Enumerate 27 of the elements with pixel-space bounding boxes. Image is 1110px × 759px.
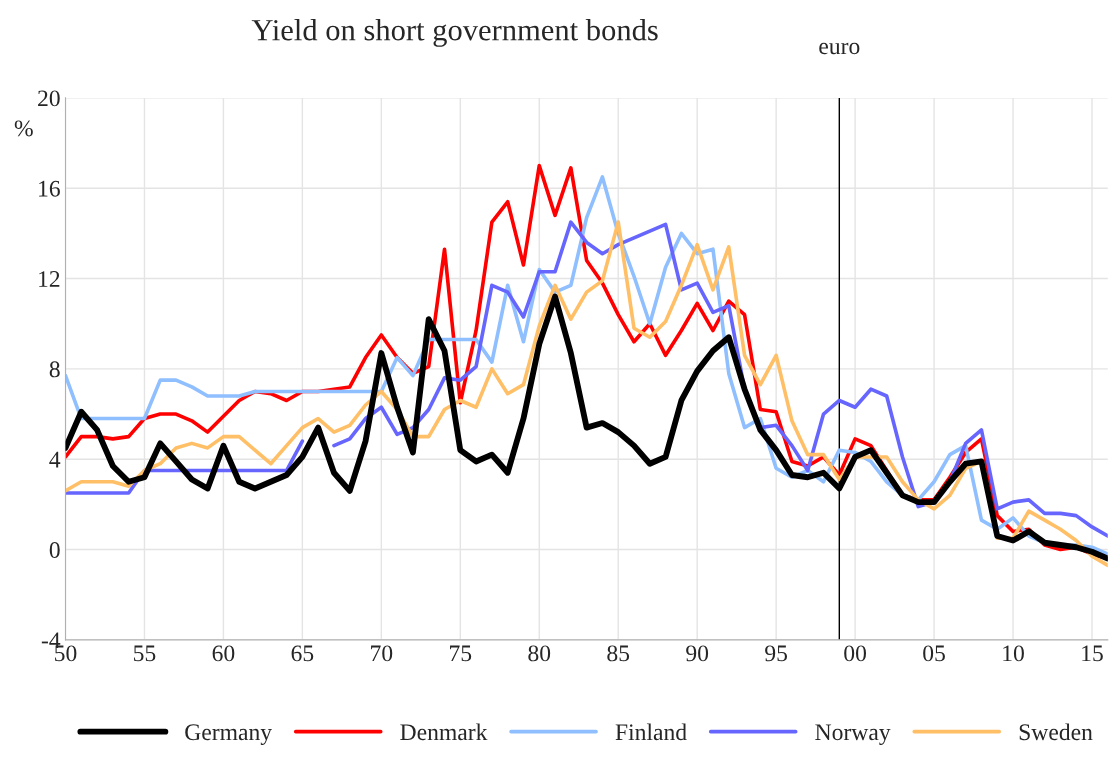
legend-label: Norway: [815, 724, 891, 746]
y-tick-label: 8: [49, 361, 60, 378]
x-tick-label: 65: [291, 645, 314, 662]
x-tick-label: 15: [1082, 645, 1103, 662]
ref-line-label: euro: [819, 42, 860, 55]
y-tick-label: 4: [49, 451, 61, 468]
legend-label: Germany: [185, 724, 273, 746]
x-tick-label: 70: [371, 645, 393, 662]
chart-title: Yield on short government bonds: [251, 18, 658, 47]
y-tick-label: 20: [38, 90, 60, 107]
x-tick-label: 75: [450, 645, 472, 662]
y-tick-label: 12: [39, 271, 60, 287]
legend-label: Denmark: [400, 723, 488, 741]
x-tick-label: 90: [686, 645, 709, 662]
legend-label: Finland: [615, 723, 687, 741]
x-tick-label: 10: [1003, 645, 1024, 662]
x-tick-label: 05: [923, 645, 945, 662]
y-axis-title: %: [14, 120, 33, 137]
legend-label: Sweden: [1019, 723, 1093, 741]
x-tick-label: 55: [134, 645, 156, 662]
x-tick-label: 60: [212, 645, 235, 662]
x-tick-label: 80: [528, 645, 551, 662]
y-tick-label: 0: [49, 542, 60, 558]
x-tick-label: 85: [607, 645, 630, 662]
y-tick-label: 16: [39, 180, 60, 197]
x-tick-label: 00: [844, 645, 867, 662]
x-tick-label: 95: [765, 645, 788, 662]
